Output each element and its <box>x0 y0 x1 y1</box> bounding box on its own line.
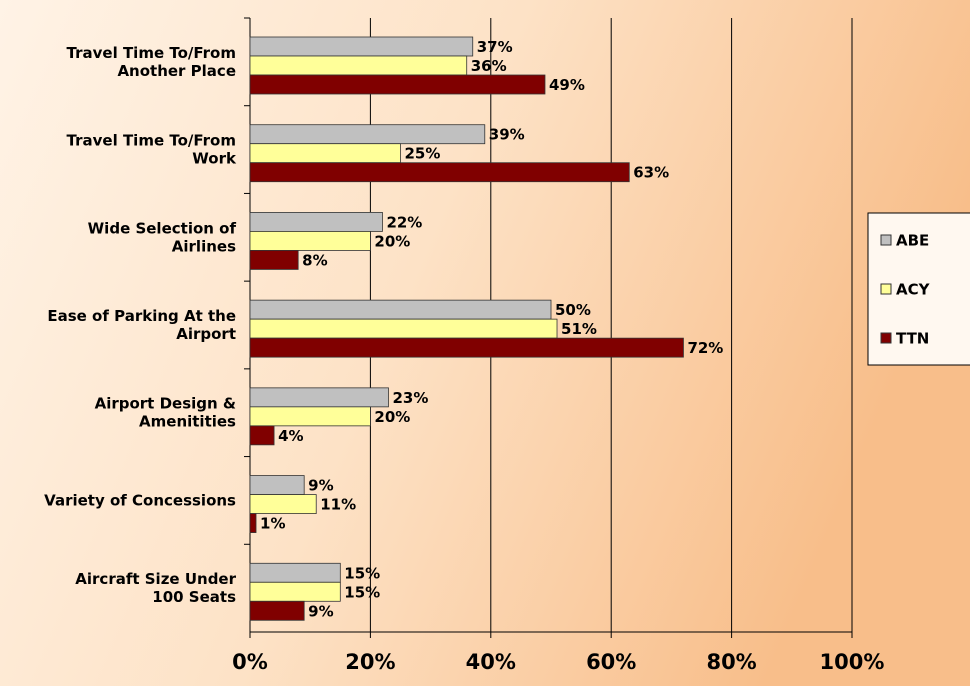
data-label: 11% <box>320 496 356 514</box>
legend-swatch <box>880 234 892 246</box>
bar <box>249 250 299 270</box>
category-label: Variety of Concessions <box>44 491 236 509</box>
legend-label: TTN <box>896 330 929 348</box>
x-tick-label: 60% <box>586 650 636 674</box>
legend-swatch <box>880 332 892 344</box>
data-label: 39% <box>489 126 525 144</box>
category-label: Travel Time To/From Another Place <box>67 43 236 79</box>
bar <box>249 513 257 533</box>
data-label: 50% <box>555 301 591 319</box>
category-label: Wide Selection of Airlines <box>88 219 237 255</box>
x-tick-label: 40% <box>466 650 516 674</box>
bar <box>249 299 552 320</box>
legend-swatch <box>880 283 892 295</box>
bar <box>249 74 546 95</box>
data-label: 20% <box>374 408 410 426</box>
bar <box>249 337 684 358</box>
bar <box>249 425 275 446</box>
x-tick-label: 0% <box>232 650 268 674</box>
data-label: 15% <box>344 583 380 601</box>
data-label: 22% <box>386 213 422 231</box>
legend-label: ACY <box>896 281 931 299</box>
data-label: 23% <box>392 389 428 407</box>
data-label: 51% <box>561 320 597 338</box>
bar <box>249 318 558 339</box>
data-label: 37% <box>477 38 513 56</box>
data-label: 1% <box>260 515 285 533</box>
category-label: Airport Design & Amenitities <box>95 394 236 430</box>
category-label: Aircraft Size Under 100 Seats <box>75 570 236 606</box>
data-label: 49% <box>549 76 585 94</box>
bar <box>249 562 341 583</box>
bar <box>249 387 389 408</box>
x-tick-label: 100% <box>820 650 885 674</box>
bar <box>249 36 474 57</box>
bar <box>249 494 317 514</box>
data-label: 4% <box>278 427 303 445</box>
bar <box>249 581 341 602</box>
bar <box>249 600 305 621</box>
data-label: 15% <box>344 564 380 582</box>
bar <box>249 231 371 251</box>
data-label: 9% <box>308 602 333 620</box>
data-label: 9% <box>308 477 333 495</box>
bar <box>249 55 468 76</box>
bar <box>249 143 401 164</box>
data-label: 20% <box>374 232 410 250</box>
category-label: Ease of Parking At the Airport <box>47 307 236 343</box>
bar <box>249 406 371 427</box>
data-label: 25% <box>405 145 441 163</box>
bar <box>249 162 630 183</box>
x-tick-label: 80% <box>706 650 756 674</box>
data-label: 36% <box>471 57 507 75</box>
bar <box>249 124 486 145</box>
bar <box>249 212 383 232</box>
data-label: 63% <box>633 164 669 182</box>
data-label: 8% <box>302 251 327 269</box>
legend-label: ABE <box>896 232 929 250</box>
category-label: Travel Time To/From Work <box>67 131 237 167</box>
bar <box>249 475 305 495</box>
data-label: 72% <box>687 339 723 357</box>
x-tick-label: 20% <box>345 650 395 674</box>
